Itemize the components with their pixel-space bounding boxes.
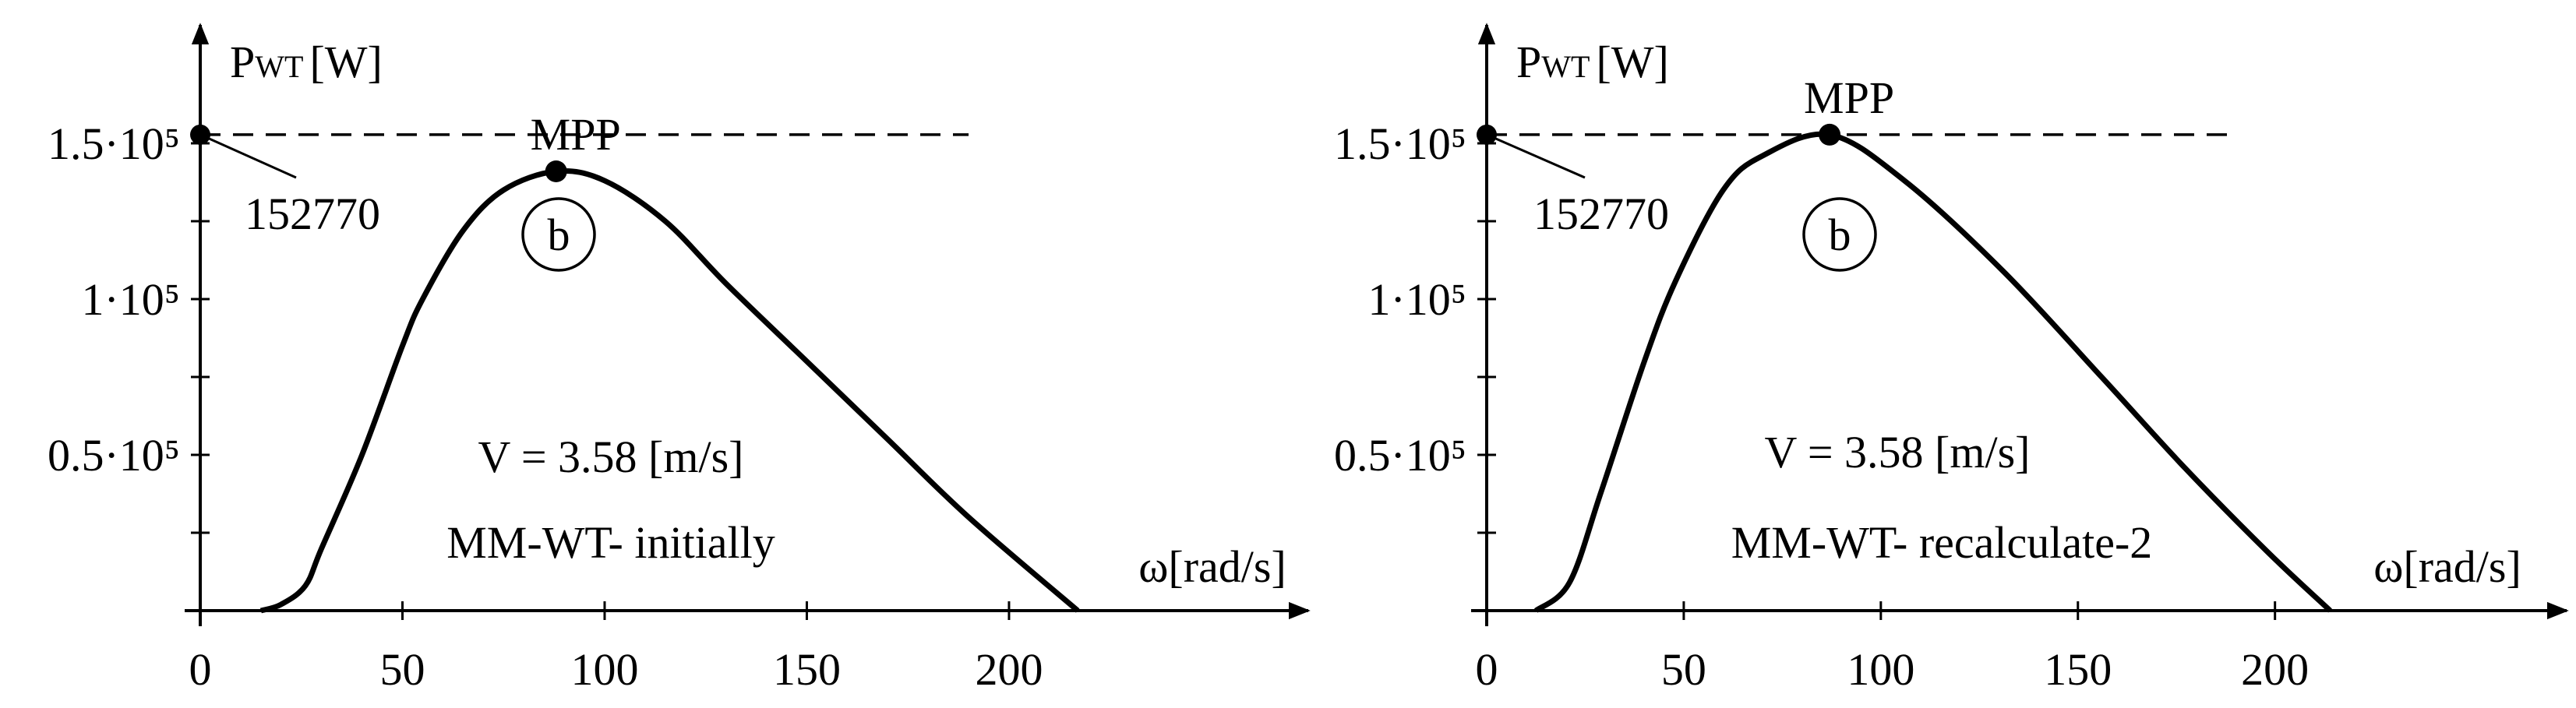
y-label-sub: WT: [1541, 49, 1590, 84]
x-tick-label: 100: [570, 644, 638, 695]
y-tick-label: 1·10⁵: [1367, 274, 1466, 325]
power-curve: [259, 167, 1080, 614]
x-tick-label: 200: [975, 644, 1043, 695]
x-tick-label: 50: [379, 644, 425, 695]
annotation: MM-WT- initially: [446, 517, 775, 568]
reference-label: 152770: [245, 188, 380, 239]
mpp-point: [545, 160, 567, 182]
y-label-unit: [W]: [1596, 37, 1668, 87]
x-tick-label: 150: [2044, 644, 2112, 695]
x-tick-label: 0: [189, 644, 212, 695]
y-label-sub: WT: [255, 49, 303, 84]
annotation: V = 3.58 [m/s]: [1765, 427, 2031, 477]
mpp-label: MPP: [531, 109, 621, 160]
annotation: V = 3.58 [m/s]: [478, 431, 744, 482]
annotation: MM-WT- recalculate-2: [1731, 517, 2153, 568]
annotation: b: [548, 210, 570, 260]
y-tick-label: 0.5·10⁵: [48, 430, 180, 481]
y-label-main: P: [1516, 37, 1541, 87]
annotation: b: [1829, 210, 1851, 260]
y-label-main: P: [230, 37, 255, 87]
y-axis-label: PWT [W]: [230, 37, 383, 87]
mpp-label: MPP: [1804, 72, 1894, 123]
y-tick-label: 1·10⁵: [81, 274, 180, 325]
x-axis-label: ω[rad/s]: [1138, 541, 1286, 592]
x-axis-label: ω[rad/s]: [2373, 541, 2521, 592]
y-tick-label: 1.5·10⁵: [1334, 118, 1466, 169]
x-tick-label: 200: [2241, 644, 2309, 695]
mpp-point: [1819, 123, 1841, 146]
annotation-circle: [1802, 197, 1877, 272]
y-tick-label: 0.5·10⁵: [1334, 430, 1466, 481]
y-axis-label: PWT [W]: [1516, 37, 1669, 87]
y-tick-label: 1.5·10⁵: [48, 118, 180, 169]
annotation-circle: [521, 197, 596, 272]
x-tick-label: 100: [1847, 644, 1914, 695]
x-tick-label: 150: [773, 644, 841, 695]
y-label-unit: [W]: [309, 37, 382, 87]
x-tick-label: 0: [1476, 644, 1498, 695]
leader-line: [1486, 133, 1586, 179]
leader-line: [199, 133, 297, 179]
reference-label: 152770: [1533, 188, 1669, 239]
x-tick-label: 50: [1661, 644, 1706, 695]
